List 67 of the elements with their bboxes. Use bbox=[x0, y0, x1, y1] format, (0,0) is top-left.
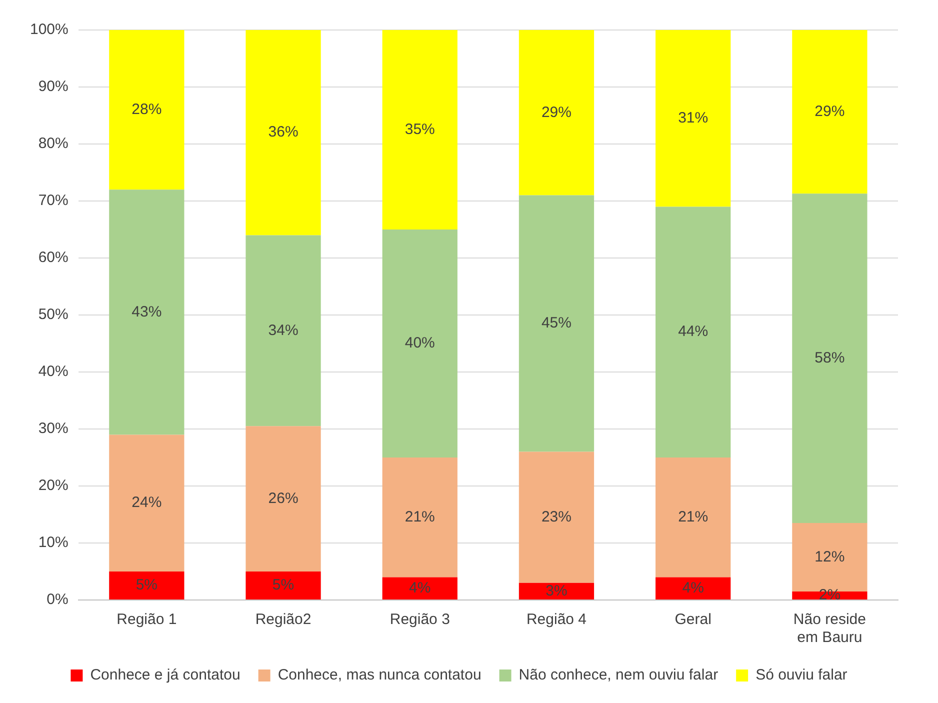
x-tick-label: Região 1 bbox=[116, 611, 177, 628]
bar bbox=[109, 190, 184, 435]
bar bbox=[656, 577, 731, 600]
data-label: 4% bbox=[409, 579, 431, 596]
y-tick-label: 100% bbox=[30, 21, 68, 38]
data-label: 34% bbox=[268, 322, 298, 339]
bar bbox=[246, 572, 321, 600]
data-label: 28% bbox=[132, 100, 162, 118]
data-label: 36% bbox=[268, 124, 298, 141]
legend-label: Não conhece, nem ouviu falar bbox=[518, 666, 718, 684]
bar bbox=[246, 30, 321, 236]
data-label: 4% bbox=[682, 579, 704, 596]
y-tick-label: 10% bbox=[38, 534, 68, 552]
y-tick-label: 90% bbox=[38, 78, 68, 96]
bar bbox=[656, 458, 731, 578]
bar bbox=[792, 30, 868, 194]
bar bbox=[656, 206, 731, 458]
y-tick-label: 20% bbox=[38, 477, 68, 494]
data-label: 35% bbox=[404, 120, 435, 138]
x-tick-label: Não reside em Bauru bbox=[793, 611, 866, 646]
y-tick-label: 0% bbox=[46, 591, 68, 608]
data-label: 45% bbox=[541, 314, 572, 332]
bar bbox=[792, 194, 868, 524]
bar bbox=[518, 195, 594, 452]
bar bbox=[109, 572, 184, 600]
bar bbox=[656, 30, 731, 207]
data-label: 43% bbox=[132, 303, 162, 320]
bar bbox=[382, 30, 458, 230]
data-label: 44% bbox=[678, 323, 708, 340]
x-tick-label: Região 4 bbox=[526, 611, 587, 628]
x-tick-label: Região2 bbox=[255, 611, 312, 628]
bar bbox=[382, 458, 458, 578]
y-tick-label: 70% bbox=[38, 192, 68, 210]
bar bbox=[382, 230, 458, 458]
data-label: 21% bbox=[404, 508, 435, 526]
y-tick-label: 30% bbox=[38, 420, 68, 438]
y-tick-label: 40% bbox=[38, 363, 68, 380]
data-label: 3% bbox=[546, 582, 568, 600]
data-label: 26% bbox=[268, 490, 298, 507]
bar bbox=[518, 582, 594, 600]
data-label: 29% bbox=[541, 104, 572, 121]
data-label: 2% bbox=[818, 586, 841, 604]
data-label: 5% bbox=[272, 576, 294, 594]
legend-label: Conhece, mas nunca contatou bbox=[278, 666, 482, 684]
data-label: 24% bbox=[132, 494, 162, 512]
data-label: 5% bbox=[136, 576, 158, 594]
bar bbox=[518, 452, 594, 583]
y-tick-label: 50% bbox=[38, 306, 68, 324]
bar bbox=[246, 235, 321, 426]
data-label: 12% bbox=[814, 548, 845, 566]
x-tick-label: Região 3 bbox=[390, 611, 450, 628]
data-label: 21% bbox=[678, 508, 708, 526]
bar bbox=[109, 30, 184, 190]
y-tick-label: 60% bbox=[38, 249, 68, 266]
legend-label: Só ouviu falar bbox=[756, 666, 848, 684]
bar bbox=[518, 30, 594, 196]
bar bbox=[382, 577, 458, 600]
data-label: 40% bbox=[404, 334, 435, 352]
data-label: 58% bbox=[814, 349, 845, 366]
bar bbox=[246, 426, 321, 572]
data-label: 31% bbox=[678, 109, 708, 126]
legend-label: Conhece e já contatou bbox=[90, 666, 240, 684]
data-label: 23% bbox=[541, 508, 572, 526]
data-label: 29% bbox=[814, 102, 845, 120]
y-tick-label: 80% bbox=[38, 135, 68, 152]
x-tick-label: Geral bbox=[674, 611, 712, 628]
bar bbox=[109, 434, 184, 572]
